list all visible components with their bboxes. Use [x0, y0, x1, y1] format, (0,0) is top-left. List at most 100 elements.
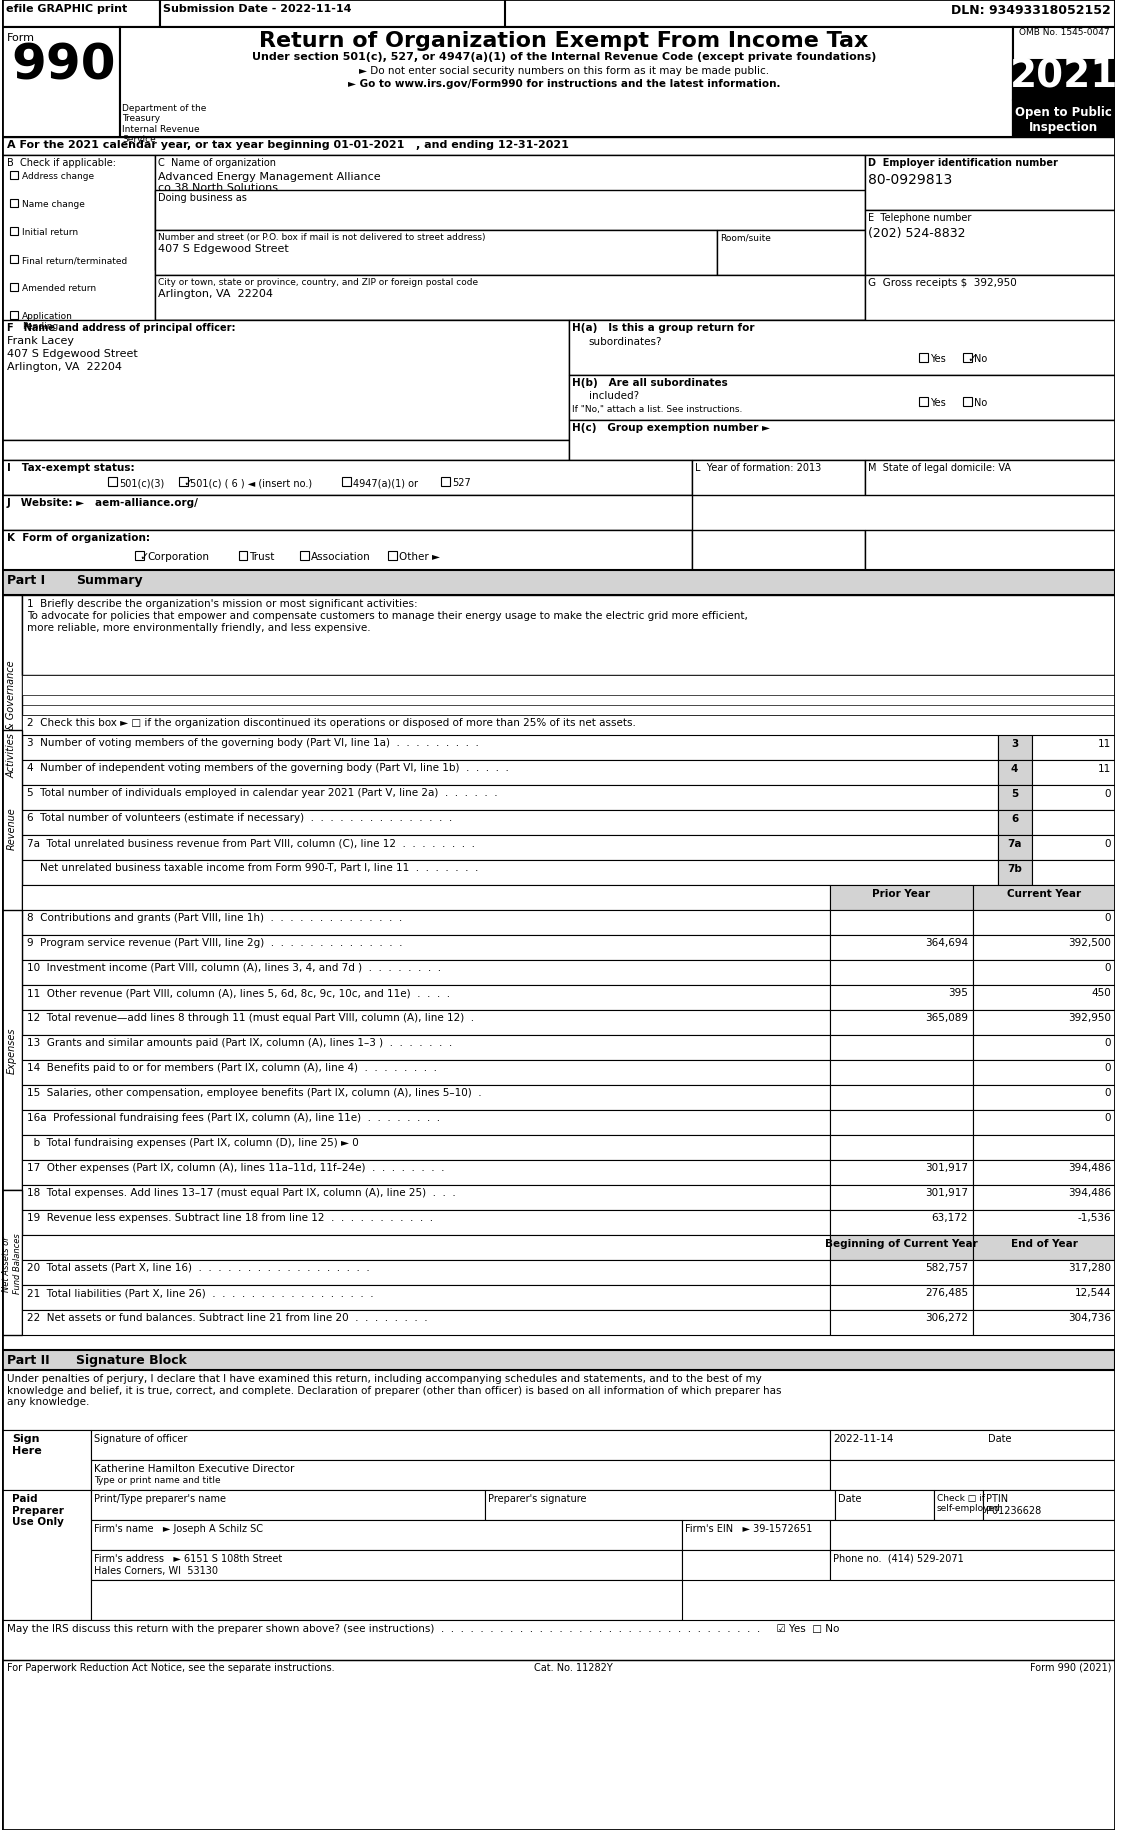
Text: 582,757: 582,757: [925, 1263, 969, 1272]
Bar: [865, 210, 1115, 276]
Text: 11: 11: [1097, 763, 1111, 774]
Text: A For the 2021 calendar year, or tax year beginning 01-01-2021   , and ending 12: A For the 2021 calendar year, or tax yea…: [7, 139, 569, 150]
Bar: [135, 551, 143, 560]
Text: 394,486: 394,486: [1068, 1188, 1111, 1197]
Text: b  Total fundraising expenses (Part IX, column (D), line 25) ► 0: b Total fundraising expenses (Part IX, c…: [27, 1138, 358, 1147]
Bar: [1013, 27, 1115, 137]
Bar: [973, 1036, 1115, 1060]
Text: Firm's name   ► Joseph A Schilz SC: Firm's name ► Joseph A Schilz SC: [94, 1523, 263, 1534]
Bar: [973, 986, 1115, 1010]
Bar: [155, 190, 865, 231]
Text: Phone no.  (414) 529-2071: Phone no. (414) 529-2071: [833, 1554, 964, 1563]
Bar: [21, 935, 830, 961]
Bar: [90, 1460, 830, 1490]
Text: Firm's address   ► 6151 S 108th Street: Firm's address ► 6151 S 108th Street: [94, 1554, 282, 1563]
Bar: [2, 137, 1115, 156]
Text: Part I: Part I: [7, 573, 45, 587]
Text: Hales Corners, WI  53130: Hales Corners, WI 53130: [94, 1565, 218, 1576]
Bar: [830, 1010, 973, 1036]
Text: 12  Total revenue—add lines 8 through 11 (must equal Part VIII, column (A), line: 12 Total revenue—add lines 8 through 11 …: [27, 1012, 474, 1023]
Text: 0: 0: [1104, 913, 1111, 922]
Text: 501(c) ( 6 ) ◄ (insert no.): 501(c) ( 6 ) ◄ (insert no.): [191, 478, 313, 489]
Bar: [919, 397, 928, 406]
Text: Katherine Hamilton Executive Director: Katherine Hamilton Executive Director: [94, 1464, 294, 1473]
Text: Application
Pending: Application Pending: [21, 311, 72, 331]
Text: For Paperwork Reduction Act Notice, see the separate instructions.: For Paperwork Reduction Act Notice, see …: [7, 1662, 334, 1673]
Text: Final return/terminated: Final return/terminated: [21, 256, 126, 265]
Text: Arlington, VA  22204: Arlington, VA 22204: [7, 362, 122, 371]
Bar: [2, 0, 159, 27]
Bar: [21, 1261, 830, 1285]
Text: 80-0929813: 80-0929813: [867, 172, 952, 187]
Bar: [1032, 836, 1115, 860]
Text: 10  Investment income (Part VIII, column (A), lines 3, 4, and 7d )  .  .  .  .  : 10 Investment income (Part VIII, column …: [27, 963, 440, 972]
Bar: [2, 0, 1115, 27]
Bar: [159, 0, 505, 27]
Text: Frank Lacey: Frank Lacey: [7, 337, 73, 346]
Bar: [569, 320, 1115, 375]
Bar: [21, 597, 1115, 675]
Bar: [973, 1285, 1115, 1310]
Text: 2  Check this box ► □ if the organization discontinued its operations or dispose: 2 Check this box ► □ if the organization…: [27, 717, 636, 728]
Bar: [10, 311, 18, 320]
Bar: [21, 1111, 830, 1135]
Bar: [10, 229, 18, 236]
Text: 407 S Edgewood Street: 407 S Edgewood Street: [158, 243, 289, 254]
Bar: [569, 375, 1115, 421]
Bar: [342, 478, 351, 487]
Text: 9  Program service revenue (Part VIII, line 2g)  .  .  .  .  .  .  .  .  .  .  .: 9 Program service revenue (Part VIII, li…: [27, 937, 402, 948]
Bar: [21, 1160, 830, 1186]
Bar: [835, 1490, 934, 1521]
Text: No: No: [974, 397, 988, 408]
Text: F   Name and address of principal officer:: F Name and address of principal officer:: [7, 322, 235, 333]
Bar: [569, 421, 1115, 461]
Text: 407 S Edgewood Street: 407 S Edgewood Street: [7, 350, 138, 359]
Bar: [830, 1186, 973, 1210]
Text: 394,486: 394,486: [1068, 1162, 1111, 1173]
Bar: [1032, 811, 1115, 836]
Bar: [692, 461, 865, 496]
Bar: [2, 461, 692, 496]
Text: 15  Salaries, other compensation, employee benefits (Part IX, column (A), lines : 15 Salaries, other compensation, employe…: [27, 1087, 481, 1098]
Bar: [973, 911, 1115, 935]
Text: Yes: Yes: [930, 353, 945, 364]
Text: Current Year: Current Year: [1007, 889, 1082, 899]
Text: 5: 5: [1010, 789, 1018, 798]
Bar: [2, 730, 21, 926]
Text: 0: 0: [1104, 1038, 1111, 1047]
Bar: [830, 961, 973, 986]
Text: 21  Total liabilities (Part X, line 26)  .  .  .  .  .  .  .  .  .  .  .  .  .  : 21 Total liabilities (Part X, line 26) .…: [27, 1286, 374, 1297]
Text: 4  Number of independent voting members of the governing body (Part VI, line 1b): 4 Number of independent voting members o…: [27, 763, 508, 772]
Text: subordinates?: subordinates?: [588, 337, 662, 348]
Bar: [973, 1085, 1115, 1111]
Text: Initial return: Initial return: [21, 229, 78, 236]
Text: 450: 450: [1092, 988, 1111, 997]
Text: Form: Form: [7, 33, 35, 42]
Text: Yes: Yes: [930, 397, 945, 408]
Bar: [865, 461, 1115, 496]
Text: Open to Public
Inspection: Open to Public Inspection: [1015, 106, 1112, 134]
Text: Net Assets or
Fund Balances: Net Assets or Fund Balances: [2, 1233, 21, 1294]
Bar: [21, 961, 830, 986]
Text: Under section 501(c), 527, or 4947(a)(1) of the Internal Revenue Code (except pr: Under section 501(c), 527, or 4947(a)(1)…: [252, 51, 876, 62]
Text: 7a: 7a: [1007, 838, 1022, 849]
Bar: [830, 1060, 973, 1085]
Text: 4947(a)(1) or: 4947(a)(1) or: [353, 478, 418, 489]
Text: Name change: Name change: [21, 199, 85, 209]
Bar: [1032, 860, 1115, 886]
Bar: [1013, 60, 1115, 101]
Text: 11  Other revenue (Part VIII, column (A), lines 5, 6d, 8c, 9c, 10c, and 11e)  . : 11 Other revenue (Part VIII, column (A),…: [27, 988, 449, 997]
Bar: [830, 1310, 973, 1336]
Text: 5  Total number of individuals employed in calendar year 2021 (Part V, line 2a) : 5 Total number of individuals employed i…: [27, 787, 497, 798]
Bar: [830, 1235, 973, 1261]
Bar: [865, 156, 1115, 210]
Text: 3: 3: [1010, 739, 1018, 748]
Text: Corporation: Corporation: [147, 551, 209, 562]
Text: Arlington, VA  22204: Arlington, VA 22204: [158, 289, 273, 298]
Text: 18  Total expenses. Add lines 13–17 (must equal Part IX, column (A), line 25)  .: 18 Total expenses. Add lines 13–17 (must…: [27, 1188, 455, 1197]
Text: 0: 0: [1104, 789, 1111, 798]
Text: 0: 0: [1104, 1063, 1111, 1072]
Text: 16a  Professional fundraising fees (Part IX, column (A), line 11e)  .  .  .  .  : 16a Professional fundraising fees (Part …: [27, 1113, 439, 1122]
Text: H(c)   Group exemption number ►: H(c) Group exemption number ►: [572, 423, 770, 432]
Bar: [2, 1371, 1115, 1431]
